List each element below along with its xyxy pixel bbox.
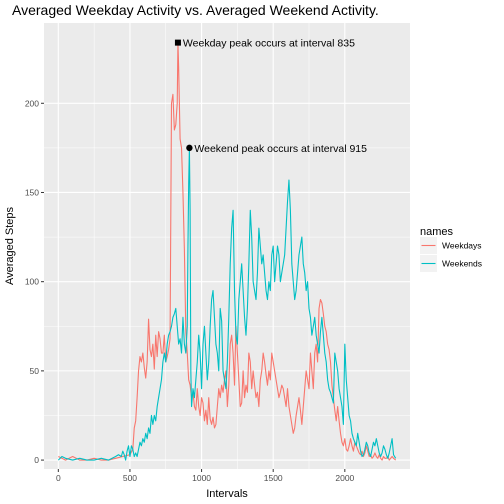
- legend-title: names: [420, 226, 454, 238]
- x-tick-label: 2000: [335, 473, 354, 483]
- y-axis-title: Averaged Steps: [4, 206, 16, 285]
- legend-label-weekdays: Weekdays: [442, 241, 482, 251]
- legend-label-weekends: Weekends: [442, 259, 482, 269]
- legend: names Weekdays Weekends: [420, 226, 482, 272]
- y-tick-label: 200: [25, 98, 39, 108]
- x-tick-label: 500: [123, 473, 137, 483]
- y-tick-label: 0: [34, 455, 39, 465]
- x-tick-label: 0: [56, 473, 61, 483]
- y-tick-label: 150: [25, 187, 39, 197]
- peak-annotation-label: Weekday peak occurs at interval 835: [183, 38, 355, 50]
- x-axis-title: Intervals: [206, 488, 248, 500]
- peak-marker-weekend: [186, 145, 192, 151]
- x-tick-label: 1000: [192, 473, 211, 483]
- chart-title: Averaged Weekday Activity vs. Averaged W…: [12, 2, 379, 18]
- y-tick-label: 50: [30, 366, 40, 376]
- x-tick-label: 1500: [264, 473, 283, 483]
- y-tick-label: 100: [25, 277, 39, 287]
- x-axis: 0 500 1000 1500 2000: [56, 469, 355, 483]
- peak-marker-weekday: [175, 40, 181, 46]
- y-axis: 0 50 100 150 200: [25, 98, 44, 465]
- peak-annotation-label: Weekend peak occurs at interval 915: [194, 143, 367, 155]
